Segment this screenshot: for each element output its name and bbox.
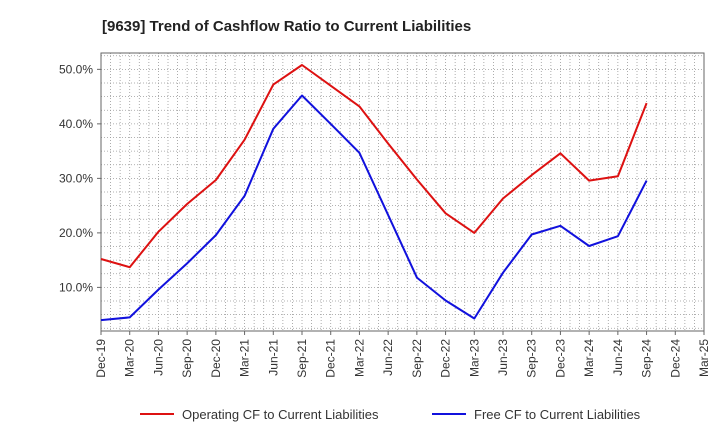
chart-title: [9639] Trend of Cashflow Ratio to Curren…	[102, 18, 471, 35]
x-tick-label: Jun-24	[611, 339, 625, 376]
y-tick-label: 20.0%	[59, 226, 93, 240]
x-tick-label: Dec-19	[94, 339, 108, 378]
x-tick-label: Jun-20	[151, 339, 165, 376]
x-tick-label: Sep-21	[295, 339, 309, 378]
x-tick-label: Dec-24	[668, 339, 682, 378]
grid	[101, 53, 704, 331]
x-tick-label: Mar-22	[352, 339, 366, 377]
x-tick-label: Dec-21	[324, 339, 338, 378]
x-tick-label: Mar-24	[582, 339, 596, 377]
x-tick-label: Sep-24	[640, 339, 654, 378]
x-tick-label: Mar-21	[238, 339, 252, 377]
series-line-operating-cf	[100, 64, 648, 269]
x-tick-label: Mar-23	[467, 339, 481, 377]
x-tick-label: Mar-25	[697, 339, 711, 377]
series-layer	[100, 64, 648, 322]
y-tick-label: 10.0%	[59, 280, 93, 294]
x-tick-label: Jun-23	[496, 339, 510, 376]
y-tick-label: 40.0%	[59, 117, 93, 131]
legend-label-operating-cf: Operating CF to Current Liabilities	[182, 407, 379, 422]
x-tick-label: Sep-22	[410, 339, 424, 378]
plot-frame	[100, 52, 705, 332]
legend: Operating CF to Current Liabilities Free…	[140, 407, 641, 422]
axes: 10.0% 20.0% 30.0% 40.0% 50.0% Dec-19 Mar-20 Jun…	[59, 52, 711, 378]
y-tick-label: 50.0%	[59, 62, 93, 76]
x-tick-label: Jun-22	[381, 339, 395, 376]
x-tick-label: Dec-22	[439, 339, 453, 378]
legend-label-free-cf: Free CF to Current Liabilities	[474, 407, 641, 422]
x-tick-label: Sep-23	[525, 339, 539, 378]
x-tick-label: Dec-20	[209, 339, 223, 378]
y-tick-label: 30.0%	[59, 171, 93, 185]
x-tick-label: Mar-20	[123, 339, 137, 377]
series-line-free-cf	[100, 94, 648, 322]
x-tick-label: Jun-21	[266, 339, 280, 376]
x-tick-label: Dec-23	[553, 339, 567, 378]
x-tick-label: Sep-20	[180, 339, 194, 378]
